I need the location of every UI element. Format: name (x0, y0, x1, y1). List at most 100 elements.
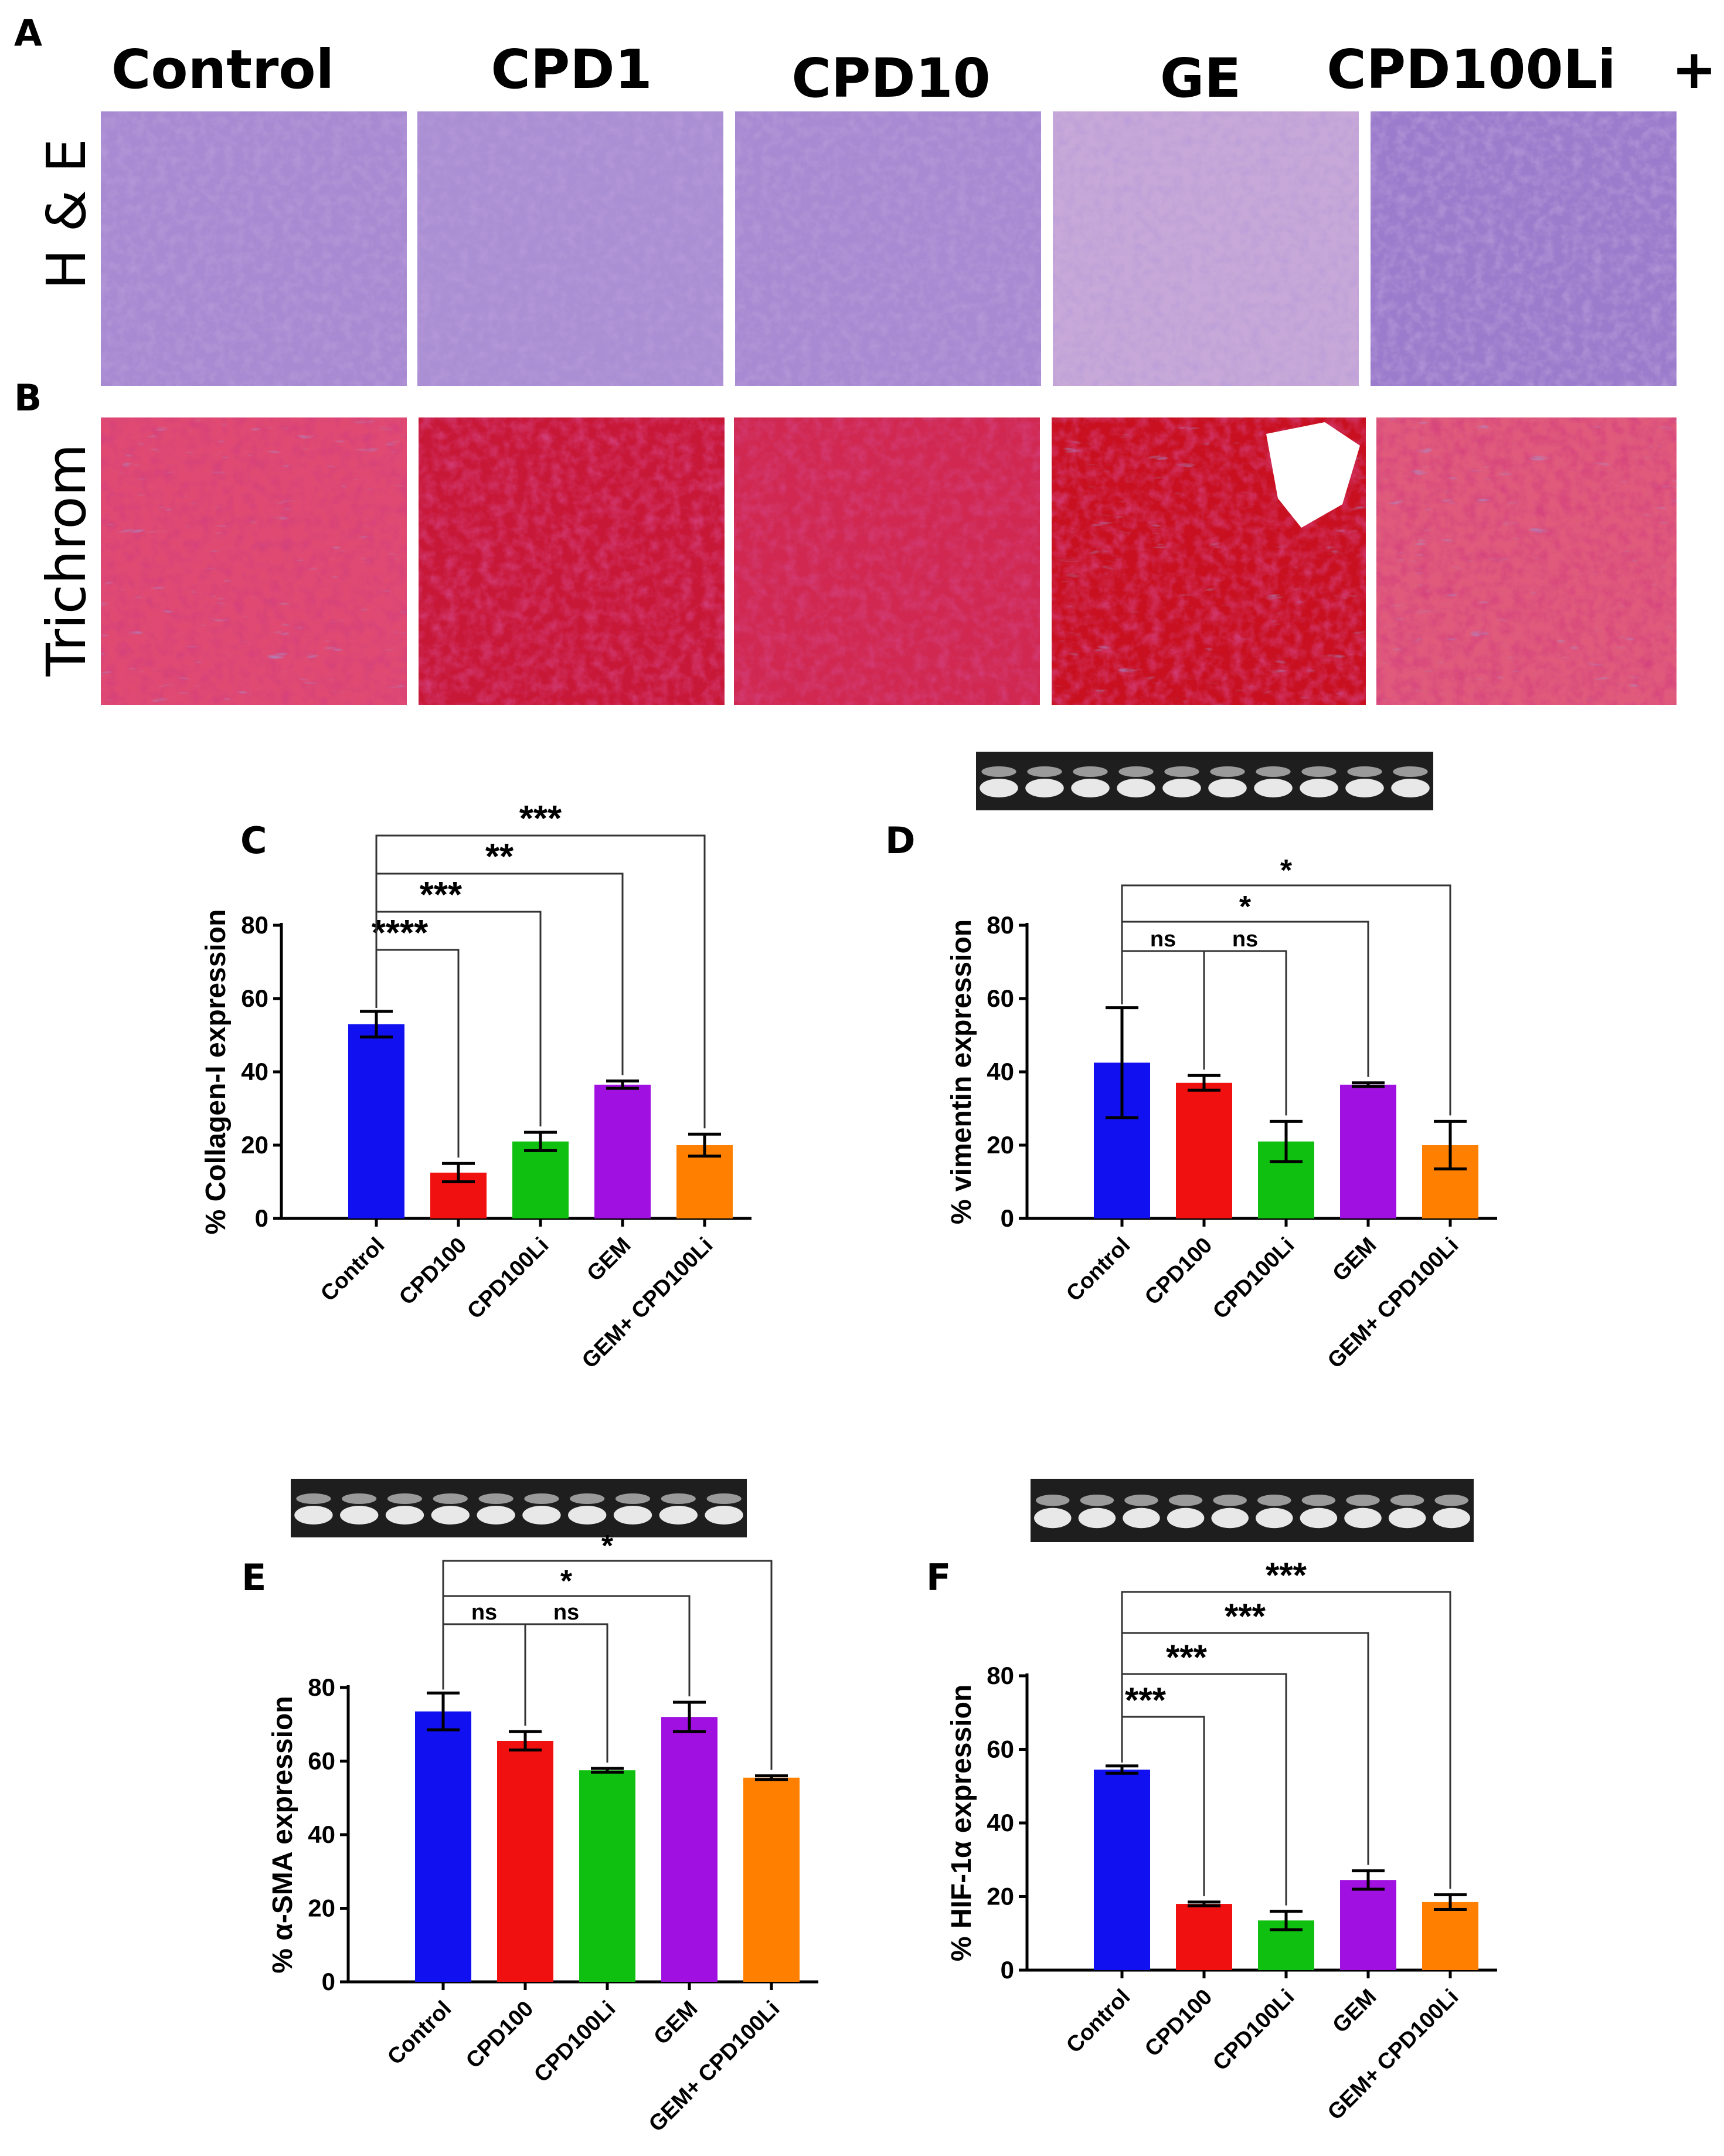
bracket-line (375, 872, 624, 1075)
x-category-label: CPD100 (461, 1997, 538, 2073)
bar-cpd100 (1176, 1082, 1232, 1218)
blot-band-upper (1301, 766, 1337, 777)
blot-band (1388, 1507, 1426, 1529)
y-tick-label: 60 (308, 1747, 335, 1775)
y-tick-label: 40 (987, 1809, 1014, 1836)
blot-band (1211, 1507, 1249, 1529)
panel-c-letter: C (240, 819, 267, 862)
western-blot-strip (976, 752, 1433, 810)
blot-band (1300, 779, 1338, 797)
y-tick-label: 0 (322, 1968, 335, 1995)
blot-band-upper (1434, 1495, 1468, 1506)
x-category-label: Control (316, 1233, 389, 1306)
blot-band (1025, 779, 1064, 797)
row-label-trichrom: Trichrom (35, 444, 98, 677)
bar-gem-cpd100li (743, 1777, 800, 1982)
significance-label: ** (485, 837, 514, 877)
bar-cpd100li (512, 1141, 569, 1218)
blot-band-upper (524, 1493, 559, 1504)
blot-band (1300, 1507, 1338, 1529)
y-tick-label: 40 (987, 1058, 1014, 1085)
he-image-cpd1 (417, 111, 723, 386)
x-category-label: Control (1062, 1985, 1135, 2058)
y-tick-label: 60 (987, 1736, 1014, 1763)
significance-bracket: * (442, 1564, 691, 1697)
panel-f-letter: F (926, 1556, 951, 1599)
panel-e-letter: E (242, 1556, 266, 1599)
y-tick-label: 60 (241, 984, 268, 1012)
significance-bracket: * (1121, 890, 1369, 1077)
blot-band (1254, 779, 1293, 797)
x-category-label: CPD100Li (1208, 1985, 1299, 2076)
significance-bracket: *** (1121, 1556, 1451, 1889)
x-category-label: GEM (582, 1233, 635, 1286)
column-title-cpd1: CPD1 (491, 38, 652, 101)
bracket-line (442, 1560, 773, 1770)
blot-band (1433, 1507, 1470, 1529)
column-title-cpd10: CPD10 (791, 47, 990, 110)
x-category-label: GEM (1328, 1233, 1381, 1286)
significance-label: ns (553, 1600, 579, 1625)
blot-band (1071, 779, 1110, 797)
blot-band-upper (1027, 766, 1062, 777)
western-blot-strip (1031, 1479, 1474, 1542)
blot-band-upper (981, 766, 1016, 777)
trichrome-image-cpd1 (419, 417, 725, 705)
he-micrographs-row (101, 111, 1677, 386)
he-image-cpd10 (735, 111, 1041, 386)
y-tick-label: 20 (987, 1131, 1014, 1159)
bar-gem (661, 1717, 718, 1982)
significance-bracket: * (1121, 854, 1451, 1116)
trichrome-image-cpd100li (1376, 417, 1677, 705)
blot-band (294, 1506, 333, 1525)
blot-band-upper (1213, 1495, 1247, 1506)
bracket-line (1121, 1632, 1369, 1865)
bar-gem (594, 1084, 651, 1218)
blot-band (1078, 1507, 1116, 1529)
trichrome-image-ge (1052, 417, 1366, 705)
column-title-ge: GE (1160, 47, 1241, 110)
y-tick-label: 80 (987, 911, 1014, 939)
panel-d-letter: D (885, 819, 915, 862)
blot-band (613, 1506, 652, 1525)
blot-band (568, 1506, 607, 1525)
bar-gem-cpd100li (1422, 1902, 1478, 1970)
blot-band (340, 1506, 379, 1525)
x-category-label: CPD100Li (1208, 1233, 1299, 1324)
y-tick-label: 0 (255, 1204, 268, 1232)
y-tick-label: 60 (987, 984, 1014, 1012)
blot-band (1256, 1507, 1293, 1529)
x-category-label: CPD100Li (463, 1233, 553, 1324)
blot-band-upper (1257, 1495, 1291, 1506)
y-tick-label: 40 (308, 1821, 335, 1848)
blot-band-upper (615, 1493, 651, 1504)
blot-band (1391, 779, 1430, 797)
bar-gem (1340, 1084, 1396, 1218)
row-label-he: H & E (35, 138, 98, 290)
blot-band-upper (1124, 1495, 1158, 1506)
column-title-cpd100li: CPD100Li (1327, 38, 1616, 101)
significance-label: *** (519, 799, 562, 839)
significance-label: * (1239, 890, 1252, 924)
trichrome-micrographs-row (101, 417, 1677, 705)
x-category-label: CPD100 (395, 1233, 471, 1310)
y-axis-label: % α-SMA expression (267, 1696, 298, 1973)
y-tick-label: 20 (987, 1883, 1014, 1910)
trichrome-image-cpd10 (734, 417, 1040, 705)
significance-label: *** (1225, 1597, 1266, 1636)
y-tick-label: 80 (987, 1662, 1014, 1689)
he-image-control (101, 111, 407, 386)
column-title-control: Control (111, 38, 334, 101)
y-tick-label: 20 (241, 1131, 268, 1159)
significance-bracket: ns (1121, 927, 1205, 1070)
blot-band (1162, 779, 1201, 797)
column-title-plus: + (1671, 38, 1716, 101)
blot-band-upper (342, 1493, 377, 1504)
trichrome-image-control (101, 417, 407, 705)
bracket-line (1121, 1591, 1451, 1889)
x-category-label: CPD100 (1140, 1233, 1217, 1310)
blot-band-upper (1347, 766, 1382, 777)
y-tick-label: 80 (308, 1673, 335, 1701)
blot-band-upper (1256, 766, 1291, 777)
